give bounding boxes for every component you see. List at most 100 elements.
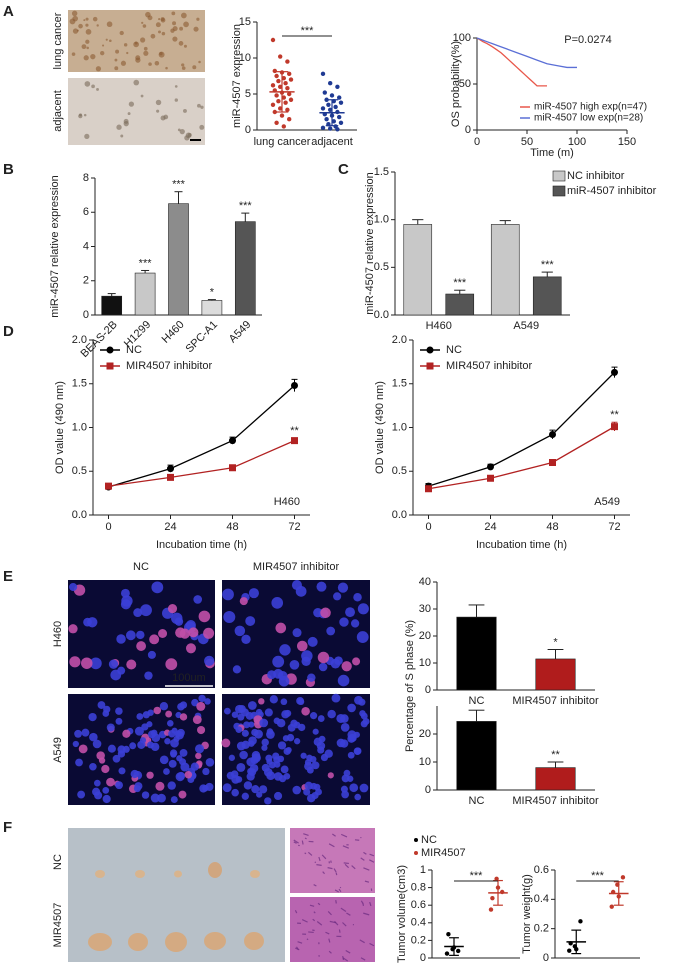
cell-nucleus: [241, 792, 249, 800]
tissue-texture: [71, 52, 76, 56]
y-axis-label: Tumor weight(g): [521, 874, 533, 954]
tissue-texture: [316, 864, 322, 866]
cell-nucleus: [336, 713, 346, 723]
y-tick-label: 0: [543, 952, 549, 964]
cell-nucleus: [185, 643, 196, 654]
tissue-texture: [183, 21, 189, 28]
tissue-texture: [193, 26, 199, 32]
cell-nucleus: [164, 737, 171, 745]
cell-nucleus: [280, 698, 288, 706]
tissue-texture: [345, 949, 351, 954]
cell-nucleus: [81, 657, 93, 669]
y-tick-label: 20: [419, 630, 431, 642]
cell-nucleus: [280, 765, 289, 774]
cell-nucleus: [350, 619, 360, 628]
cell-nucleus: [245, 616, 256, 626]
significance: **: [610, 409, 619, 421]
cell-nucleus: [101, 764, 110, 774]
y-tick-label: 1.5: [72, 378, 87, 390]
cell-nucleus: [313, 783, 321, 791]
data-point: [229, 464, 236, 472]
tissue-texture: [120, 134, 124, 138]
significance: ***: [541, 259, 555, 271]
data-point: [167, 465, 174, 473]
cell-nucleus: [204, 655, 215, 667]
cell-nucleus: [202, 767, 210, 776]
cell-nucleus: [159, 755, 169, 765]
bar: [201, 300, 223, 316]
bar: [445, 293, 475, 316]
tumor: [135, 870, 145, 878]
cell-nucleus: [345, 607, 355, 618]
tissue-texture: [197, 103, 201, 108]
data-point: [291, 382, 298, 389]
significance: ***: [301, 25, 315, 37]
cell-nucleus: [88, 712, 97, 722]
tissue-texture: [83, 19, 86, 22]
tissue-texture: [360, 857, 365, 861]
cell-nucleus: [166, 719, 174, 727]
y-tick-label: 2: [83, 275, 89, 287]
x-tick-label: 24: [164, 521, 176, 533]
data-point: [278, 54, 283, 59]
tissue-texture: [362, 902, 365, 907]
tissue-texture: [84, 81, 91, 87]
data-point: [333, 104, 338, 110]
tissue-texture: [140, 94, 144, 98]
cell-nucleus: [89, 732, 98, 742]
cell-nucleus: [205, 782, 214, 791]
cell-nucleus: [237, 713, 245, 721]
cell-nucleus: [222, 588, 234, 601]
cell-nucleus: [125, 630, 136, 641]
tissue-texture: [342, 957, 349, 962]
cell-nucleus: [337, 582, 349, 593]
data-point: [335, 84, 340, 90]
cell-nucleus: [356, 631, 369, 643]
data-point: [324, 117, 329, 122]
cell-nucleus: [130, 769, 139, 779]
tissue-texture: [141, 21, 144, 24]
x-tick-label: MIR4507 inhibitor: [512, 795, 599, 807]
data-point: [567, 948, 572, 953]
tissue-texture: [304, 837, 307, 840]
tissue-texture: [334, 920, 339, 926]
tissue-texture: [313, 884, 317, 887]
tissue-texture: [321, 854, 327, 860]
tissue-texture: [318, 856, 321, 862]
cell-nucleus: [133, 608, 143, 618]
data-point: [322, 90, 327, 95]
bar: [403, 224, 433, 316]
cell-nucleus: [318, 662, 328, 672]
cell-nucleus: [306, 794, 316, 803]
y-tick-label: 50: [459, 78, 471, 90]
tissue-texture: [161, 31, 166, 36]
legend-swatch: [426, 362, 434, 370]
data-point: [611, 368, 618, 376]
tissue-texture: [297, 941, 303, 944]
y-tick-label: 20: [419, 728, 431, 740]
y-tick-label: 0: [420, 952, 426, 964]
data-point: [487, 463, 494, 471]
panel-label: B: [3, 161, 14, 178]
cell-nucleus: [68, 624, 78, 634]
cell-nucleus: [269, 761, 276, 769]
data-point: [287, 91, 292, 97]
tissue-texture: [294, 909, 298, 914]
column-label: MIR4507 inhibitor: [253, 561, 340, 573]
row-label: lung cancer: [52, 12, 64, 69]
y-axis-label: miR-4507 relative expression: [364, 172, 376, 314]
cell-nucleus: [252, 753, 261, 762]
tissue-texture: [109, 39, 112, 43]
cell-nucleus: [222, 783, 232, 793]
cell-nucleus: [312, 728, 319, 735]
tissue-texture: [180, 12, 187, 19]
cell-nucleus: [316, 581, 327, 592]
y-tick-label: 0: [425, 684, 431, 696]
tissue-texture: [313, 911, 316, 914]
legend-swatch: [414, 838, 418, 842]
x-tick-label: 150: [618, 136, 636, 148]
x-tick-label: lung cancer: [254, 136, 311, 148]
data-point: [270, 83, 276, 88]
cell-nucleus: [134, 726, 144, 736]
tissue-texture: [165, 66, 168, 70]
